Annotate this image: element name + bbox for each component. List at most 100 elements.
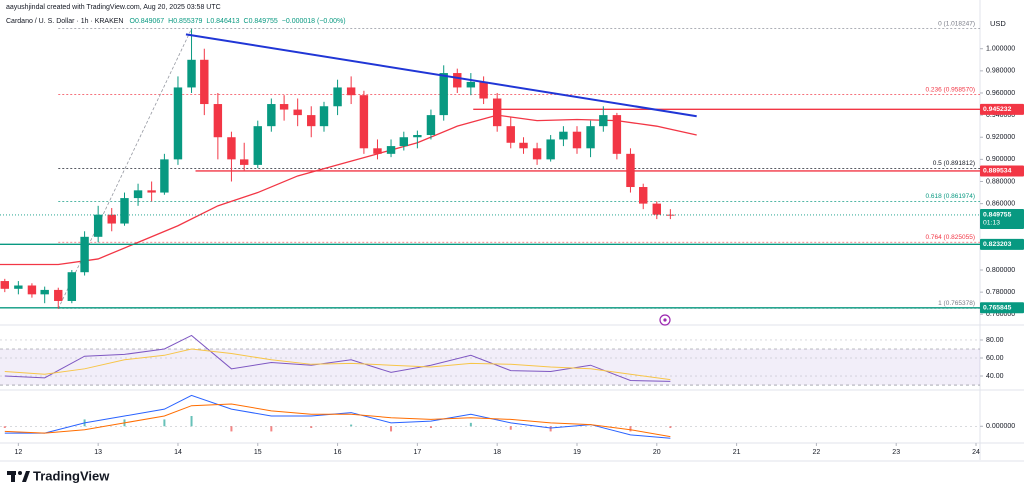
indicator-line bbox=[4, 334, 671, 382]
trendline bbox=[185, 33, 697, 118]
candle-body bbox=[80, 236, 89, 273]
brand: TradingView bbox=[33, 468, 110, 483]
candle-body bbox=[426, 115, 436, 136]
histogram-bar bbox=[549, 426, 552, 432]
price-tag bbox=[980, 238, 1024, 250]
candle-body bbox=[147, 190, 156, 193]
x-tick-label: 15 bbox=[254, 449, 262, 456]
y-tick-label: 0.900000 bbox=[986, 156, 1015, 163]
price-tag bbox=[980, 165, 1024, 177]
candle-body bbox=[133, 190, 143, 199]
candle-body bbox=[93, 214, 103, 237]
candle-body bbox=[492, 98, 502, 127]
candle-body bbox=[40, 289, 49, 295]
y-tick-label: 40.00 bbox=[986, 373, 1004, 380]
price-tag-label: 0.765845 bbox=[983, 305, 1012, 312]
currency: USD bbox=[990, 19, 1006, 28]
ohlc-open: O0.849067 bbox=[130, 18, 165, 25]
rsi-band bbox=[0, 348, 980, 386]
candle-body bbox=[307, 115, 316, 127]
candle-body bbox=[319, 106, 329, 127]
ohlc-low: L0.846413 bbox=[206, 18, 239, 25]
logo-part bbox=[18, 471, 22, 475]
logo-part bbox=[11, 471, 15, 482]
candle-body bbox=[532, 148, 542, 160]
x-tick-label: 16 bbox=[334, 449, 342, 456]
y-tick-label: 0.920000 bbox=[986, 134, 1015, 141]
candle-body bbox=[652, 203, 661, 215]
candle-body bbox=[359, 95, 369, 149]
candle-body bbox=[346, 87, 356, 96]
price-tag-label: 0.945232 bbox=[983, 106, 1012, 113]
histogram-bar bbox=[230, 426, 233, 432]
ohlc-close: C0.849755 bbox=[244, 18, 278, 25]
candle-body bbox=[399, 137, 409, 147]
x-tick-label: 12 bbox=[14, 449, 22, 456]
x-tick-label: 24 bbox=[972, 449, 980, 456]
candle-body bbox=[200, 59, 209, 105]
y-tick-label: 0.780000 bbox=[986, 289, 1015, 296]
candle-body bbox=[293, 109, 302, 116]
candle-body bbox=[546, 139, 555, 160]
symbol-line: Cardano / U. S. Dollar · 1h · KRAKEN O0.8… bbox=[6, 18, 346, 25]
x-tick-label: 17 bbox=[413, 449, 421, 456]
candle-body bbox=[599, 115, 608, 127]
candle-body bbox=[506, 126, 515, 143]
candle-body bbox=[267, 104, 276, 127]
y-tick-label: 0.880000 bbox=[986, 178, 1015, 185]
histogram-bar bbox=[390, 426, 393, 432]
candle-body bbox=[386, 146, 396, 154]
candle-body bbox=[572, 131, 582, 149]
histogram-bar bbox=[190, 416, 193, 427]
candle-body bbox=[666, 214, 675, 216]
candle-body bbox=[639, 187, 648, 204]
x-tick-label: 20 bbox=[653, 449, 661, 456]
histogram-bar bbox=[429, 426, 432, 428]
candle-body bbox=[107, 214, 116, 224]
candle-body bbox=[559, 131, 568, 140]
candle-body bbox=[0, 281, 9, 289]
x-tick-label: 13 bbox=[94, 449, 102, 456]
y-tick-label: 1.000000 bbox=[986, 46, 1015, 53]
x-tick-label: 19 bbox=[573, 449, 581, 456]
candle-body bbox=[14, 285, 23, 289]
moving-average bbox=[0, 114, 697, 266]
candle-body bbox=[173, 87, 183, 160]
y-tick-label: 0.940000 bbox=[986, 112, 1015, 119]
histogram-bar bbox=[310, 426, 313, 428]
fib-label: 0 (1.018247) bbox=[938, 20, 975, 27]
last-price-countdown: 01:13 bbox=[983, 220, 1000, 227]
ohlc-change: −0.000018 (−0.00%) bbox=[282, 18, 346, 25]
candle-body bbox=[227, 137, 236, 160]
candle-body bbox=[333, 87, 342, 107]
histogram-bar bbox=[509, 426, 512, 430]
logo-part bbox=[22, 471, 30, 482]
candle-body bbox=[54, 289, 63, 301]
histogram-bar bbox=[469, 422, 472, 427]
x-tick-label: 22 bbox=[813, 449, 821, 456]
y-tick-label: 0.760000 bbox=[986, 311, 1015, 318]
candle-body bbox=[160, 159, 169, 193]
candle-body bbox=[279, 104, 289, 110]
candle-body bbox=[67, 272, 77, 301]
candle-body bbox=[213, 104, 223, 138]
indicator-line bbox=[4, 348, 671, 381]
candle-body bbox=[479, 81, 488, 99]
x-tick-label: 21 bbox=[733, 449, 741, 456]
candle-body bbox=[187, 59, 196, 88]
brand-logo: TradingView bbox=[7, 468, 110, 483]
y-tick-label: 0.000000 bbox=[986, 423, 1015, 430]
fib-label: 0.236 (0.958570) bbox=[925, 86, 975, 93]
fib-label: 1 (0.765378) bbox=[938, 300, 975, 307]
histogram-bar bbox=[629, 426, 632, 432]
indicator-line bbox=[4, 403, 671, 438]
candle-body bbox=[27, 285, 37, 295]
histogram-bar bbox=[669, 426, 672, 428]
y-tick-label: 0.980000 bbox=[986, 68, 1015, 75]
fib-label: 0.5 (0.891812) bbox=[933, 160, 975, 167]
histogram-bar bbox=[163, 419, 166, 427]
fib-label: 0.618 (0.861974) bbox=[925, 193, 975, 200]
candle-body bbox=[239, 159, 249, 165]
